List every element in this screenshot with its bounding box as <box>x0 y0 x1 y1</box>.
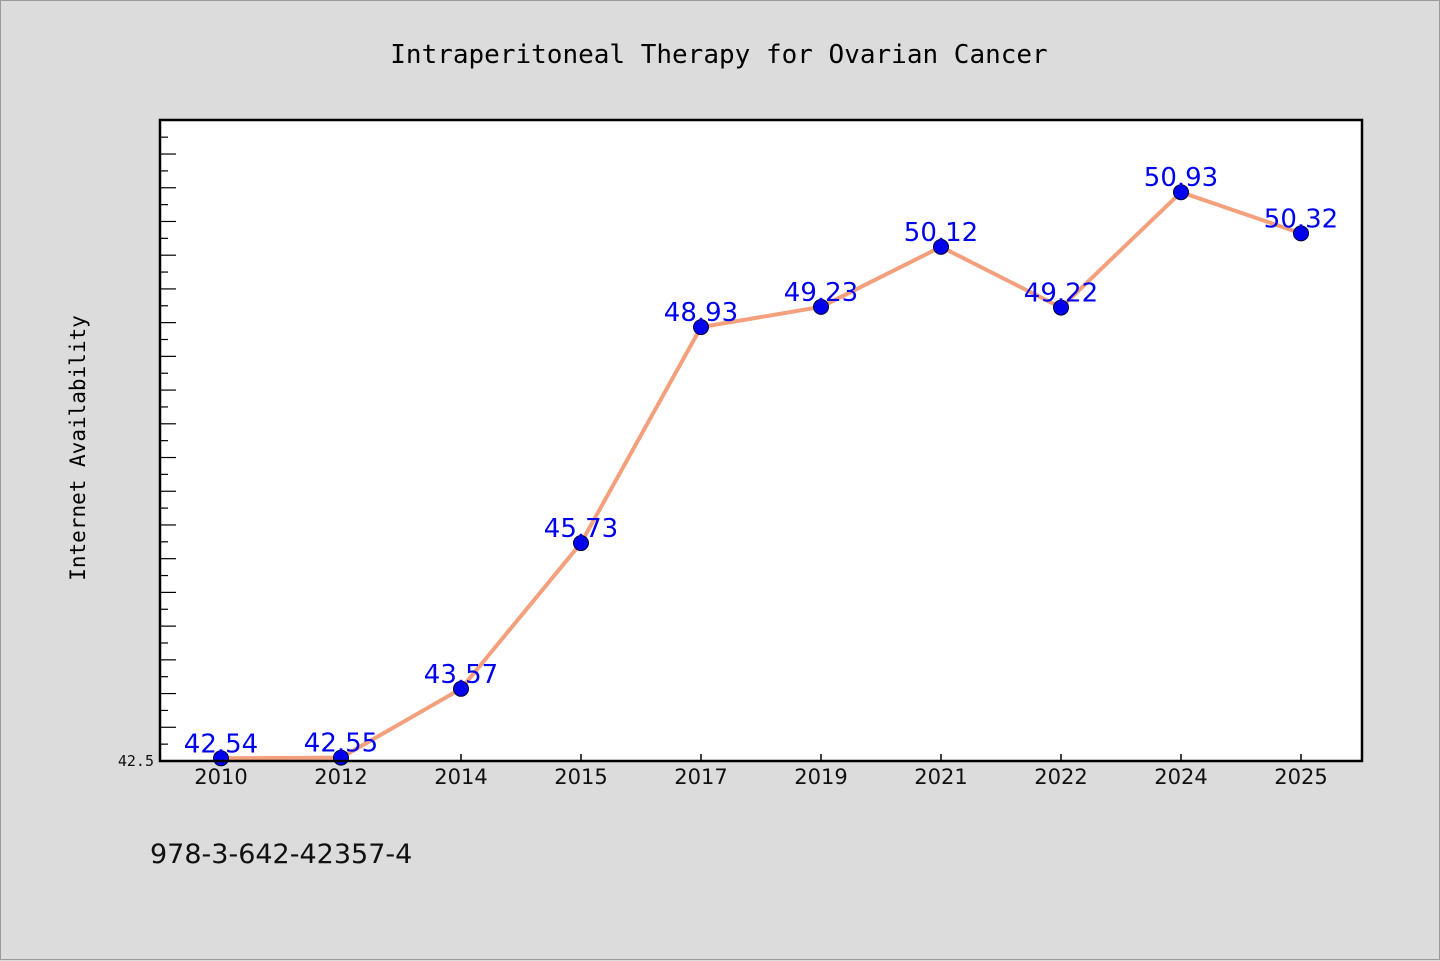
x-tick-label: 2019 <box>794 765 847 789</box>
data-label: 43.57 <box>424 660 498 690</box>
data-label: 50.32 <box>1264 204 1338 234</box>
data-label: 42.55 <box>304 729 378 759</box>
plot-border <box>158 118 1364 763</box>
data-point <box>453 680 469 697</box>
data-label: 45.73 <box>544 514 618 544</box>
x-tick-label: 2022 <box>1034 765 1087 789</box>
y-tick-label: 42.5 <box>118 752 154 770</box>
data-point <box>1053 299 1069 316</box>
data-point <box>573 535 589 552</box>
x-tick-label: 2015 <box>554 765 607 789</box>
data-point <box>813 298 829 315</box>
x-tick-label: 2014 <box>434 765 487 789</box>
data-point <box>693 319 709 336</box>
data-point <box>1293 225 1309 242</box>
x-tick-label: 2025 <box>1274 765 1327 789</box>
data-label: 50.93 <box>1144 163 1218 193</box>
data-point <box>1173 184 1189 201</box>
data-label: 49.23 <box>784 278 858 308</box>
y-axis-tick-labels: 42.5 <box>118 752 154 770</box>
x-tick-label: 2012 <box>314 765 367 789</box>
data-point <box>933 238 949 255</box>
x-tick-label: 2010 <box>194 765 247 789</box>
data-label: 42.54 <box>184 729 258 759</box>
x-tick-label: 2017 <box>674 765 727 789</box>
chart-title: Intraperitoneal Therapy for Ovarian Canc… <box>390 40 1047 70</box>
x-axis-tick-labels: 2010 2012 2014 2015 2017 2019 2021 2022 2024 2025 <box>194 765 1327 789</box>
x-tick-label: 2021 <box>914 765 967 789</box>
data-label: 48.93 <box>664 298 738 328</box>
x-tick-label: 2024 <box>1154 765 1207 789</box>
plot-area <box>160 120 1362 761</box>
data-label: 49.22 <box>1024 279 1098 309</box>
footnote-isbn: 978-3-642-42357-4 <box>150 839 412 870</box>
data-labels: 42.54 42.55 43.57 45.73 48.93 49.23 50.12 49.22… <box>184 163 1338 759</box>
data-label: 50.12 <box>904 218 978 248</box>
series-line <box>220 190 1302 761</box>
y-axis-label: Internet Availability <box>66 315 90 581</box>
